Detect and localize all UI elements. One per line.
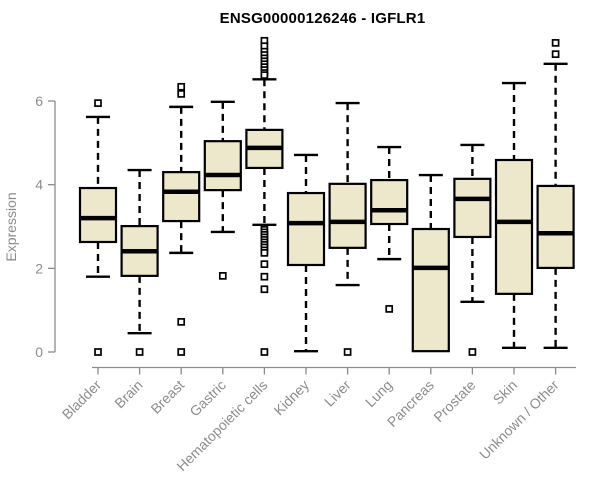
outlier-breast-3 [177,348,186,356]
box-liver [328,182,367,249]
outlier-lung-0 [385,305,394,313]
y-axis-label: Expression [3,192,19,261]
y-tick-label-0: 0 [35,344,43,360]
boxplot-hematopoietic-cells [245,36,284,356]
boxplot-liver [328,101,367,356]
boxplot-lung [370,145,409,313]
outlier-breast-1 [177,90,186,98]
x-category-label-unknown-other: Unknown / Other [476,377,562,463]
outlier-hematopoietic-cells-21 [260,260,269,269]
outlier-bladder-0 [94,99,102,107]
x-category-label-liver: Liver [321,377,354,410]
y-tick-label-4: 4 [35,177,43,193]
box-gastric [203,140,242,192]
box-breast [162,171,201,223]
boxplot-breast [162,82,201,356]
box-lung [370,178,409,226]
x-category-label-skin: Skin [490,377,521,408]
boxplot-gastric [203,100,242,280]
box-pancreas [411,227,450,353]
boxplot-prostate [453,143,492,356]
x-category-label-lung: Lung [362,377,395,410]
outlier-liver-0 [343,348,352,356]
outlier-bladder-1 [94,348,102,356]
chart-title: ENSG00000126246 - IGFLR1 [219,10,426,27]
x-category-label-kidney: Kidney [271,377,313,419]
outlier-unknown-other-0 [551,39,560,47]
outlier-gastric-0 [218,272,227,280]
boxplot-brain [120,168,159,356]
outlier-breast-0 [177,82,186,91]
boxplot-skin [494,81,534,350]
y-tick-label-6: 6 [35,93,43,109]
y-tick-label-2: 2 [35,260,43,276]
outlier-hematopoietic-cells-20 [260,249,269,257]
boxplot-unknown-other [536,39,575,350]
boxplot-bladder [78,99,118,356]
x-category-label-prostate: Prostate [430,377,478,425]
outlier-hematopoietic-cells-22 [260,272,269,281]
box-bladder [78,186,118,244]
outlier-hematopoietic-cells-24 [260,348,269,356]
outlier-unknown-other-1 [551,50,560,59]
box-unknown-other [536,184,575,270]
box-skin [494,158,534,295]
boxplot-kidney [286,153,326,353]
box-kidney [286,191,326,267]
outlier-prostate-0 [468,348,477,356]
x-category-label-brain: Brain [111,377,145,411]
outlier-breast-2 [177,318,186,326]
outlier-hematopoietic-cells-10 [260,71,269,79]
x-category-label-breast: Breast [147,377,187,417]
boxplot-pancreas [411,173,450,353]
outlier-brain-0 [135,348,144,356]
outlier-hematopoietic-cells-23 [260,285,269,294]
x-category-label-bladder: Bladder [59,377,105,423]
box-prostate [453,177,492,239]
